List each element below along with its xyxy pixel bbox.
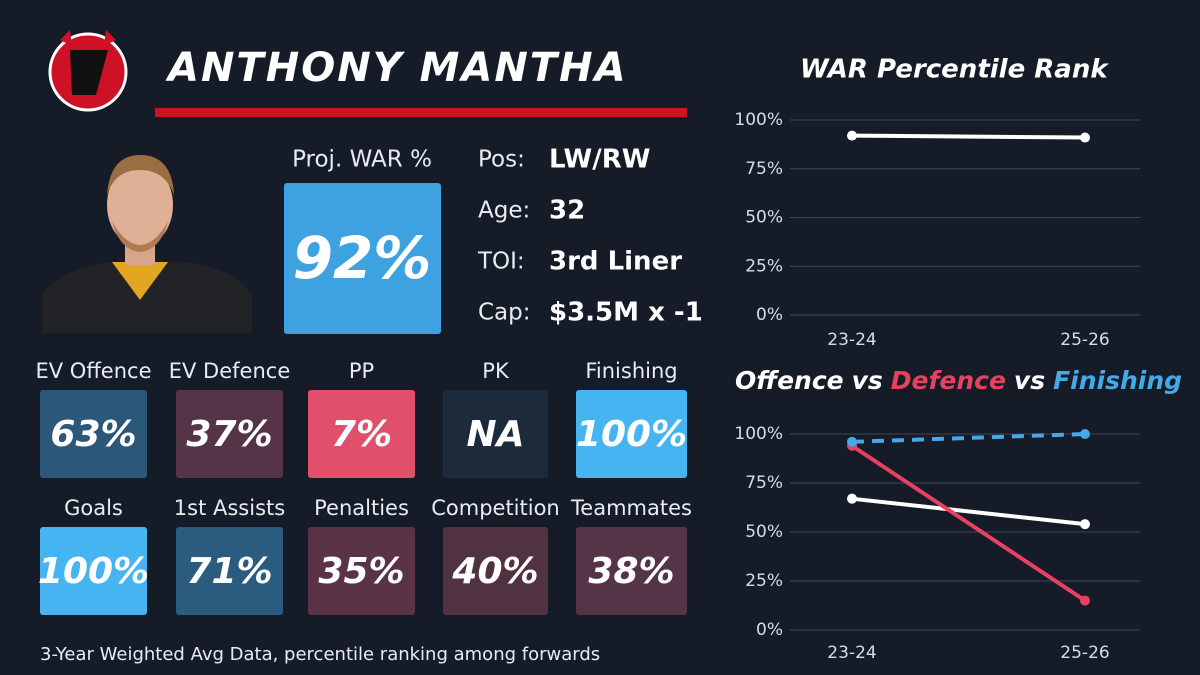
stat-value: 35%	[318, 551, 404, 592]
stat-value: 37%	[186, 414, 272, 455]
info-label: Age:	[478, 198, 530, 224]
x-tick-label: 25-26	[1060, 643, 1109, 663]
player-name: ANTHONY MANTHA	[165, 45, 628, 91]
series-line	[851, 133, 1086, 140]
x-tick-label: 23-24	[827, 643, 876, 663]
stat-value: 40%	[451, 551, 538, 592]
info-value: LW/RW	[549, 145, 650, 175]
y-tick-label: 75%	[745, 159, 783, 179]
stat-tile	[576, 390, 687, 478]
stat-tile	[576, 527, 687, 615]
point	[847, 436, 857, 447]
stat-label: Finishing	[585, 359, 677, 383]
stat-label: PK	[482, 359, 510, 383]
stat-value: 63%	[50, 414, 136, 455]
legend-entry: Defence	[891, 366, 1006, 395]
y-tick-label: 100%	[734, 424, 783, 444]
stat-value: 38%	[588, 551, 674, 592]
y-tick-label: 75%	[745, 473, 783, 493]
y-tick-label: 100%	[734, 110, 783, 130]
point	[1080, 132, 1090, 143]
y-tick-label: 0%	[756, 620, 783, 640]
y-tick-label: 0%	[756, 305, 783, 325]
stat-tile	[443, 390, 548, 478]
stat-value: 100%	[38, 551, 149, 592]
stat-value: 71%	[186, 551, 272, 592]
name-underline	[155, 108, 687, 117]
stat-label: Penalties	[314, 496, 409, 520]
stat-label: Teammates	[570, 496, 692, 520]
stat-label: Goals	[64, 496, 123, 520]
player-photo	[42, 140, 252, 333]
stat-tile	[308, 527, 415, 615]
stat-tiles: EV Offence 63% EV Defence 37% PP 7% PK NA Finish…	[35, 359, 692, 615]
stat-label: Competition	[431, 496, 560, 520]
legend-entry: Finishing	[1053, 366, 1182, 395]
legend-entry: Offence	[735, 366, 844, 395]
info-value: 3rd Liner	[549, 247, 682, 277]
info-value: $3.5M x -1	[549, 298, 703, 328]
stat-label: EV Offence	[35, 359, 151, 383]
series-line	[851, 496, 1086, 527]
point	[1080, 429, 1090, 439]
y-tick-label: 50%	[745, 522, 783, 542]
title-separator: vs	[1014, 366, 1045, 395]
stat-tile	[40, 390, 147, 478]
stat-tile	[176, 390, 283, 478]
projection-value: 92%	[293, 224, 432, 292]
stat-tile	[40, 527, 147, 615]
stat-value: NA	[467, 414, 525, 455]
stat-label: PP	[349, 359, 374, 383]
x-tick-label: 23-24	[827, 330, 876, 350]
footnote: 3-Year Weighted Avg Data, percentile ran…	[40, 644, 600, 665]
stat-tile	[176, 527, 283, 615]
stat-tile	[443, 527, 548, 615]
point	[1080, 519, 1090, 530]
stat-tile	[308, 390, 415, 478]
point	[1080, 595, 1090, 606]
y-tick-label: 25%	[745, 571, 783, 591]
point	[847, 130, 857, 141]
charts: 0% 25% 50% 75% 100% 23-24 25-26 0% 25% 50% 75% 100%…	[734, 110, 1140, 663]
y-tick-label: 50%	[745, 208, 783, 228]
team-logo	[48, 30, 128, 112]
info-label: Pos:	[478, 147, 525, 173]
title-separator: vs	[852, 366, 883, 395]
info-label: Cap:	[478, 300, 531, 326]
info-value: 32	[549, 196, 585, 226]
projection-tile	[284, 183, 441, 334]
point	[847, 493, 857, 504]
chart-title: WAR Percentile Rank	[800, 55, 1109, 85]
chart-title: Offence vs Defence vs Finishing	[735, 366, 1182, 395]
stat-label: 1st Assists	[174, 496, 285, 520]
info-list: Pos: LW/RW Age: 32 TOI: 3rd Liner Cap: $3.5M x …	[477, 145, 703, 328]
projection-label: Proj. WAR %	[292, 147, 432, 173]
info-label: TOI:	[477, 249, 525, 275]
x-tick-label: 25-26	[1060, 330, 1109, 350]
stat-label: EV Defence	[169, 359, 291, 383]
stat-value: 7%	[331, 414, 392, 455]
y-tick-label: 25%	[745, 256, 783, 276]
series-line	[850, 444, 1087, 603]
stat-value: 100%	[576, 414, 687, 455]
